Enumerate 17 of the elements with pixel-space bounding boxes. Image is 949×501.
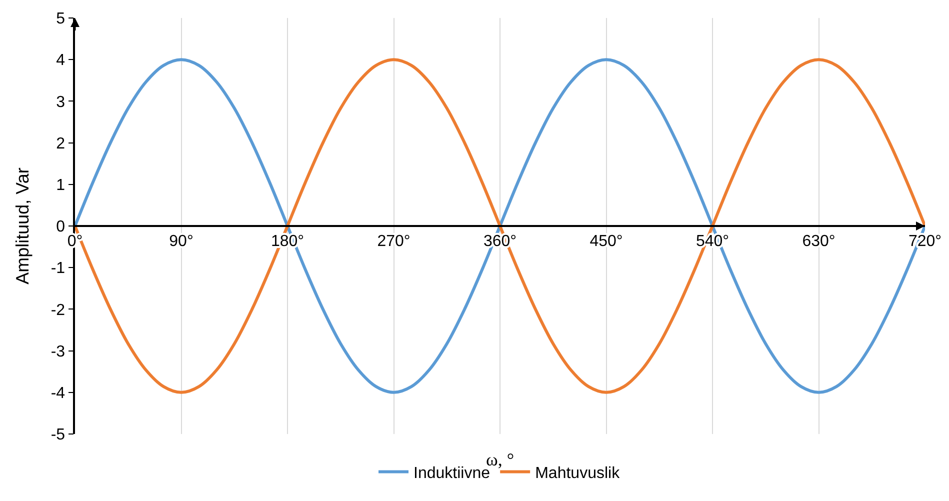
y-tick-label: 1 bbox=[56, 177, 66, 194]
legend-label: Mahtuvuslik bbox=[535, 464, 621, 482]
x-tick-label: 90° bbox=[169, 232, 194, 250]
y-tick-label: 5 bbox=[56, 10, 66, 28]
y-axis-title: Amplituud, Var bbox=[12, 168, 32, 284]
y-tick-label: 4 bbox=[56, 52, 66, 70]
y-tick-label: 2 bbox=[56, 135, 66, 152]
x-tick-label: 630° bbox=[802, 232, 836, 250]
x-tick-label: 450° bbox=[590, 232, 623, 250]
x-tick-label: 270° bbox=[377, 232, 410, 250]
y-tick-label: -2 bbox=[50, 302, 66, 319]
y-tick-label: 3 bbox=[56, 94, 66, 111]
y-tick-label: 0 bbox=[56, 218, 66, 236]
y-tick-label: -3 bbox=[50, 343, 66, 360]
y-tick-label: -4 bbox=[50, 385, 66, 402]
y-tick-label: -5 bbox=[50, 426, 66, 444]
y-tick-label: -1 bbox=[50, 260, 66, 278]
